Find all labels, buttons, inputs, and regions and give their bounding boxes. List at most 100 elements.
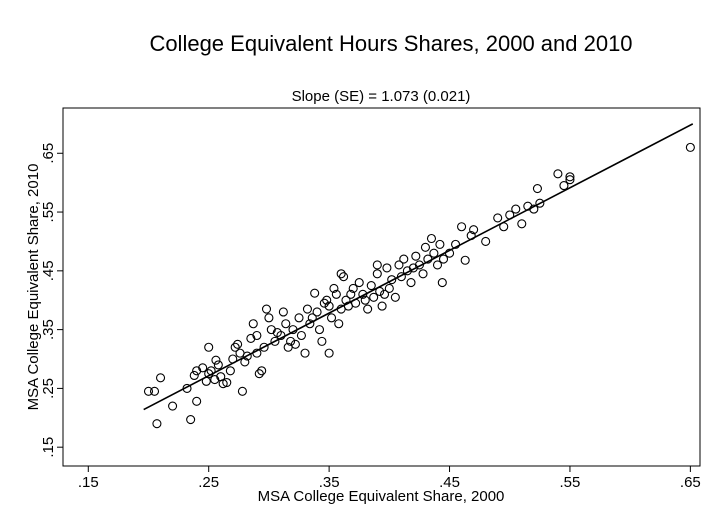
scatter-point [553, 169, 563, 179]
scatter-point [257, 366, 267, 376]
y-tick-label: .65 [40, 143, 57, 164]
scatter-point [432, 260, 443, 270]
scatter-point [266, 325, 276, 335]
scatter-point [218, 379, 228, 389]
scatter-point [204, 342, 214, 352]
scatter-point [532, 183, 542, 194]
scatter-point [426, 233, 437, 244]
scatter-point [168, 401, 178, 411]
y-tick-label: .45 [40, 260, 57, 281]
scatter-point [414, 260, 424, 270]
scatter-point [348, 283, 358, 294]
scatter-point [324, 348, 334, 358]
scatter-point [211, 355, 221, 365]
y-tick-label: .25 [40, 378, 57, 399]
x-tick-label: .35 [319, 474, 340, 491]
scatter-point [565, 172, 575, 182]
scatter-point [270, 336, 280, 346]
scatter-point [189, 370, 199, 381]
scatter-point [281, 319, 291, 329]
scatter-point [324, 301, 334, 311]
scatter-point [429, 248, 439, 258]
scatter-point [233, 339, 243, 349]
scatter-point [278, 307, 288, 317]
scatter-point [457, 222, 467, 232]
scatter-point [319, 298, 329, 308]
scatter-point [302, 304, 312, 314]
scatter-point [230, 342, 240, 352]
scatter-point [354, 278, 364, 288]
scatter-point [336, 269, 346, 279]
scatter-point [310, 288, 320, 298]
scatter-point [331, 289, 341, 299]
scatter-point [264, 313, 274, 323]
scatter-point [259, 342, 269, 352]
scatter-point [559, 181, 569, 191]
scatter-point [387, 275, 397, 285]
scatter-point [460, 255, 470, 265]
scatter-point [384, 283, 394, 294]
scatter-point [360, 295, 370, 305]
scatter-point [339, 272, 349, 282]
scatter-point [246, 333, 256, 343]
scatter-point [394, 260, 404, 270]
scatter-point [334, 319, 344, 329]
scatter-point [420, 242, 431, 252]
scatter-point [192, 396, 202, 406]
scatter-point [305, 319, 315, 329]
scatter-point [372, 269, 382, 279]
scatter-point [369, 292, 379, 302]
scatter-point [314, 325, 325, 335]
plot-frame [62, 107, 701, 467]
scatter-point [143, 386, 154, 396]
scatter-point [242, 351, 252, 361]
scatter-point [254, 369, 264, 379]
scatter-point [248, 319, 258, 329]
scatter-point [390, 292, 400, 302]
scatter-point [317, 336, 327, 346]
scatter-point [286, 336, 296, 346]
scatter-point [329, 283, 339, 294]
y-tick-label: .55 [40, 202, 57, 223]
fit-line [143, 123, 694, 411]
x-tick-label: .65 [680, 474, 701, 491]
scatter-point [406, 278, 416, 288]
x-tick-label: .25 [198, 474, 219, 491]
scatter-point [222, 377, 232, 388]
y-tick-label: .35 [40, 319, 57, 340]
scatter-point [438, 254, 449, 264]
scatter-point [382, 263, 392, 273]
scatter-point [511, 204, 521, 214]
scatter-point [149, 386, 160, 396]
scatter-point [322, 295, 332, 305]
scatter-point [290, 339, 300, 349]
scatter-point [300, 348, 310, 358]
x-tick-label: .55 [560, 474, 581, 491]
scatter-point [210, 375, 220, 385]
scatter-point [418, 269, 428, 279]
scatter-point [493, 213, 503, 223]
scatter-point [685, 142, 695, 152]
scatter-point [252, 330, 262, 341]
scatter-point [399, 254, 409, 264]
scatter-point [366, 280, 376, 291]
x-tick-label: .15 [78, 474, 99, 491]
scatter-point [535, 198, 545, 208]
scatter-point [294, 313, 304, 323]
scatter-point [437, 278, 447, 288]
scatter-point [312, 307, 322, 317]
scatter-point [261, 304, 272, 314]
scatter-point [346, 289, 356, 299]
scatter-point [411, 251, 421, 261]
scatter-point [152, 419, 162, 429]
y-axis-label: MSA College Equivalent Share, 2010 [25, 164, 42, 411]
scatter-point [296, 330, 306, 341]
scatter-point [192, 366, 202, 376]
scatter-point [363, 304, 373, 314]
scatter-point [517, 219, 527, 229]
x-axis-label: MSA College Equivalent Share, 2000 [258, 488, 505, 505]
scatter-point [326, 313, 337, 323]
scatter-point [435, 239, 445, 249]
scatter-point [225, 366, 235, 376]
